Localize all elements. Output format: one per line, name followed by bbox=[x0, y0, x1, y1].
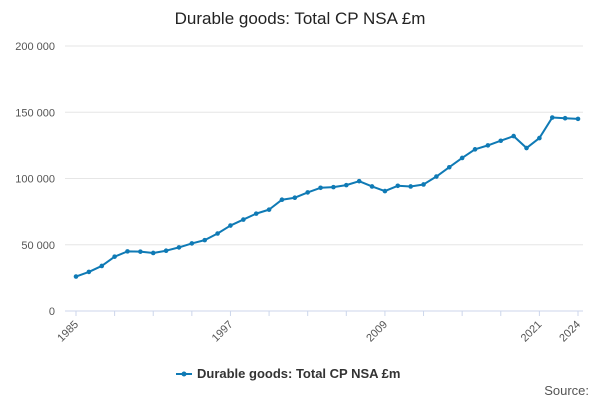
data-point[interactable] bbox=[99, 263, 105, 269]
data-point[interactable] bbox=[446, 164, 452, 170]
x-tick-label: 2009 bbox=[364, 319, 390, 345]
data-point[interactable] bbox=[485, 143, 491, 148]
data-point[interactable] bbox=[575, 116, 581, 122]
data-point[interactable] bbox=[524, 145, 529, 151]
legend-marker-icon bbox=[181, 371, 187, 377]
data-point[interactable] bbox=[356, 178, 362, 184]
data-point[interactable] bbox=[562, 115, 568, 121]
y-tick-label: 100 000 bbox=[15, 174, 55, 186]
source-label: Source: bbox=[544, 383, 589, 398]
data-point[interactable] bbox=[305, 190, 310, 195]
data-point[interactable] bbox=[228, 223, 233, 228]
data-point[interactable] bbox=[408, 184, 413, 189]
data-point[interactable] bbox=[472, 147, 478, 152]
data-point[interactable] bbox=[344, 182, 349, 188]
legend-label: Durable goods: Total CP NSA £m bbox=[197, 366, 400, 381]
data-point[interactable] bbox=[86, 269, 92, 275]
data-point[interactable] bbox=[511, 133, 516, 139]
data-point[interactable] bbox=[382, 188, 388, 194]
data-point[interactable] bbox=[189, 241, 195, 246]
data-point[interactable] bbox=[202, 237, 208, 243]
x-axis-ticks: 1985 1997 2009 2021 2024 bbox=[55, 311, 583, 344]
data-point[interactable] bbox=[434, 174, 439, 179]
data-point[interactable] bbox=[253, 211, 259, 216]
x-tick-label: 2021 bbox=[519, 319, 545, 345]
data-point[interactable] bbox=[395, 183, 401, 189]
chart-title: Durable goods: Total CP NSA £m bbox=[175, 9, 426, 28]
data-point[interactable] bbox=[266, 207, 272, 212]
data-point[interactable] bbox=[292, 195, 298, 201]
x-tick-label: 1997 bbox=[210, 319, 236, 345]
data-point[interactable] bbox=[138, 249, 143, 254]
data-point[interactable] bbox=[215, 231, 220, 236]
data-point[interactable] bbox=[331, 184, 336, 190]
y-tick-label: 200 000 bbox=[15, 41, 55, 53]
y-axis-ticks: 0 50 000 100 000 150 000 200 000 bbox=[15, 41, 55, 318]
data-point[interactable] bbox=[176, 245, 182, 250]
data-point[interactable] bbox=[112, 254, 117, 259]
y-tick-label: 50 000 bbox=[21, 240, 55, 252]
y-tick-label: 0 bbox=[49, 306, 55, 318]
gridlines bbox=[65, 45, 583, 246]
data-point[interactable] bbox=[459, 155, 465, 161]
data-point[interactable] bbox=[125, 249, 130, 254]
data-point[interactable] bbox=[498, 138, 504, 144]
data-point[interactable] bbox=[73, 274, 79, 279]
data-point[interactable] bbox=[150, 250, 156, 256]
series-line bbox=[75, 116, 579, 278]
data-point[interactable] bbox=[537, 135, 542, 141]
data-point[interactable] bbox=[369, 184, 375, 189]
y-tick-label: 150 000 bbox=[15, 107, 55, 119]
data-point[interactable] bbox=[241, 217, 246, 222]
data-point[interactable] bbox=[318, 185, 323, 191]
data-point[interactable] bbox=[549, 115, 555, 120]
legend[interactable]: Durable goods: Total CP NSA £m bbox=[176, 366, 400, 381]
x-tick-label: 2024 bbox=[557, 319, 583, 345]
series-group bbox=[73, 115, 581, 279]
data-point[interactable] bbox=[421, 182, 426, 187]
data-point[interactable] bbox=[163, 248, 169, 254]
data-point[interactable] bbox=[279, 197, 285, 202]
x-tick-label: 1985 bbox=[55, 319, 81, 345]
